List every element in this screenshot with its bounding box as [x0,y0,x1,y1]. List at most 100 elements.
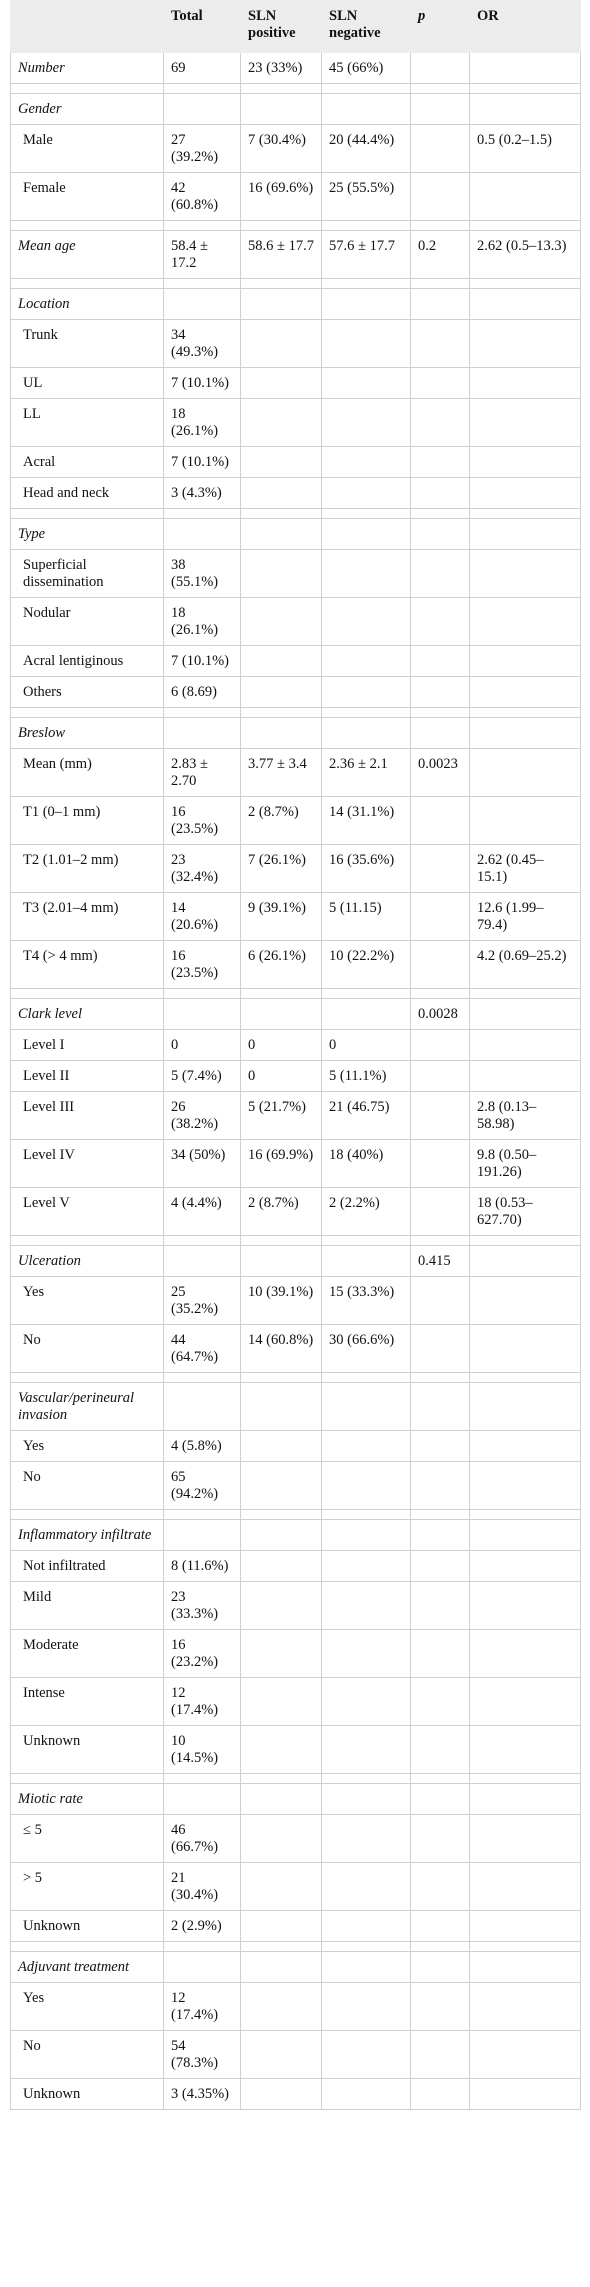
cell [321,1430,411,1462]
cell: 12 (17.4%) [163,1982,241,2031]
cell [240,1382,322,1431]
cell [469,367,581,399]
data-row: Trunk 34 (49.3%) [10,319,581,368]
cell: 5 (21.7%) [240,1091,322,1140]
cell: 25 (55.5%) [321,172,411,221]
data-row: > 5 21 (30.4%) [10,1862,581,1911]
cell [321,367,411,399]
cell: 2 (8.7%) [240,1187,322,1236]
cell [410,1091,470,1140]
spacer-cell [321,707,411,718]
spacer-cell [10,83,164,94]
section-row: Clark level 0.0028 [10,998,581,1030]
cell: 23 (33%) [240,52,322,84]
cell [469,1677,581,1726]
section-row: Vascular/perineural invasion [10,1382,581,1431]
cell [321,645,411,677]
cell [321,1982,411,2031]
header-cell: SLN positive [240,0,322,53]
row-label: Unknown [10,2078,164,2110]
cell [321,288,411,320]
spacer-cell [410,1773,470,1784]
cell: 58.6 ± 17.7 [240,230,322,279]
cell [469,796,581,845]
data-row: Acral lentiginous 7 (10.1%) [10,645,581,677]
cell: 46 (66.7%) [163,1814,241,1863]
cell [240,717,322,749]
data-row: No 54 (78.3%) [10,2030,581,2079]
cell [469,52,581,84]
cell [410,1951,470,1983]
data-row: Level IV 34 (50%) 16 (69.9%) 18 (40%) 9.8 (0… [10,1139,581,1188]
cell [410,2078,470,2110]
cell: 18 (26.1%) [163,398,241,447]
row-label: > 5 [10,1862,164,1911]
data-row: Nodular 18 (26.1%) [10,597,581,646]
spacer-cell [163,508,241,519]
cell [410,1982,470,2031]
cell [469,2078,581,2110]
spacer-cell [321,83,411,94]
cell [240,1725,322,1774]
section-row: Number 69 23 (33%) 45 (66%) [10,52,581,84]
cell [410,1550,470,1582]
section-label: Inflammatory infiltrate [10,1519,164,1551]
cell [410,1629,470,1678]
cell [469,1029,581,1061]
cell [240,1814,322,1863]
cell [321,1725,411,1774]
cell [321,1245,411,1277]
row-label: Head and neck [10,477,164,509]
cell [240,2078,322,2110]
cell: 30 (66.6%) [321,1324,411,1373]
cell [240,288,322,320]
row-label: Superficial dissemination [10,549,164,598]
data-row: Yes 25 (35.2%) 10 (39.1%) 15 (33.3%) [10,1276,581,1325]
cell [321,998,411,1030]
cell [469,1461,581,1510]
cell [240,1910,322,1942]
cell [163,1519,241,1551]
cell [321,717,411,749]
cell [321,1862,411,1911]
cell [469,1519,581,1551]
cell [240,549,322,598]
cell [410,1060,470,1092]
cell: 2.62 (0.45–15.1) [469,844,581,893]
cell [321,2078,411,2110]
cell [410,1187,470,1236]
cell: 18 (26.1%) [163,597,241,646]
section-row: Breslow [10,717,581,749]
spacer-cell [469,1773,581,1784]
spacer-cell [410,508,470,519]
spacer-cell [163,1235,241,1246]
data-row: Others 6 (8.69) [10,676,581,708]
cell [240,1430,322,1462]
cell: 23 (33.3%) [163,1581,241,1630]
spacer-cell [163,1941,241,1952]
cell: 2 (2.2%) [321,1187,411,1236]
cell: 14 (31.1%) [321,796,411,845]
spacer-cell [410,83,470,94]
row-label: T2 (1.01–2 mm) [10,844,164,893]
cell: 14 (60.8%) [240,1324,322,1373]
cell [469,172,581,221]
row-label: Acral lentiginous [10,645,164,677]
cell [410,518,470,550]
cell [469,518,581,550]
cell [163,1783,241,1815]
data-row: ≤ 5 46 (66.7%) [10,1814,581,1863]
cell: 20 (44.4%) [321,124,411,173]
cell [240,1519,322,1551]
cell [469,717,581,749]
cell: 5 (7.4%) [163,1060,241,1092]
spacer-cell [410,1372,470,1383]
cell [321,1550,411,1582]
cell [469,1982,581,2031]
cell [321,676,411,708]
cell [240,319,322,368]
spacer-cell [240,1372,322,1383]
cell [240,518,322,550]
